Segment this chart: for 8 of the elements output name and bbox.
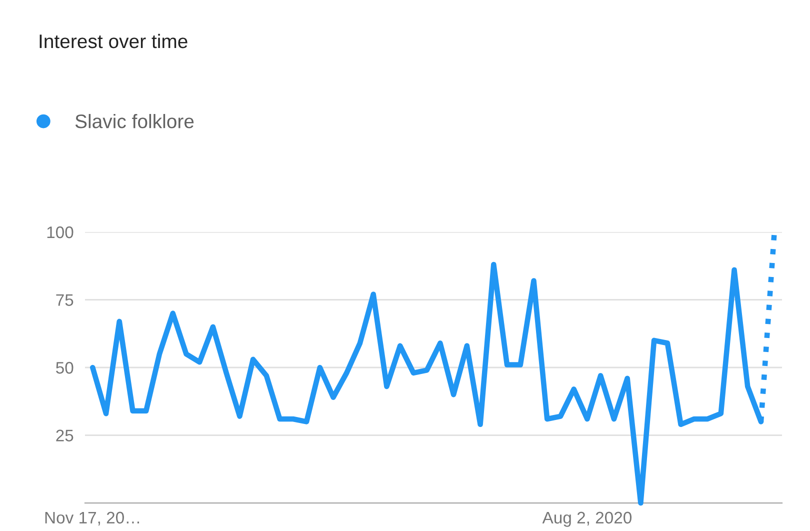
y-tick-label: 50 (56, 362, 74, 374)
y-tick-label: 75 (56, 294, 74, 306)
x-tick-label: Aug 2, 2020 (542, 512, 632, 527)
chart-title: Interest over time (40, 34, 188, 48)
x-tick-label: Nov 17, 20… (45, 512, 140, 526)
y-tick-label: 25 (56, 430, 74, 442)
y-tick-label: 100 (47, 226, 74, 238)
legend-label: Slavic folklore (75, 114, 194, 128)
